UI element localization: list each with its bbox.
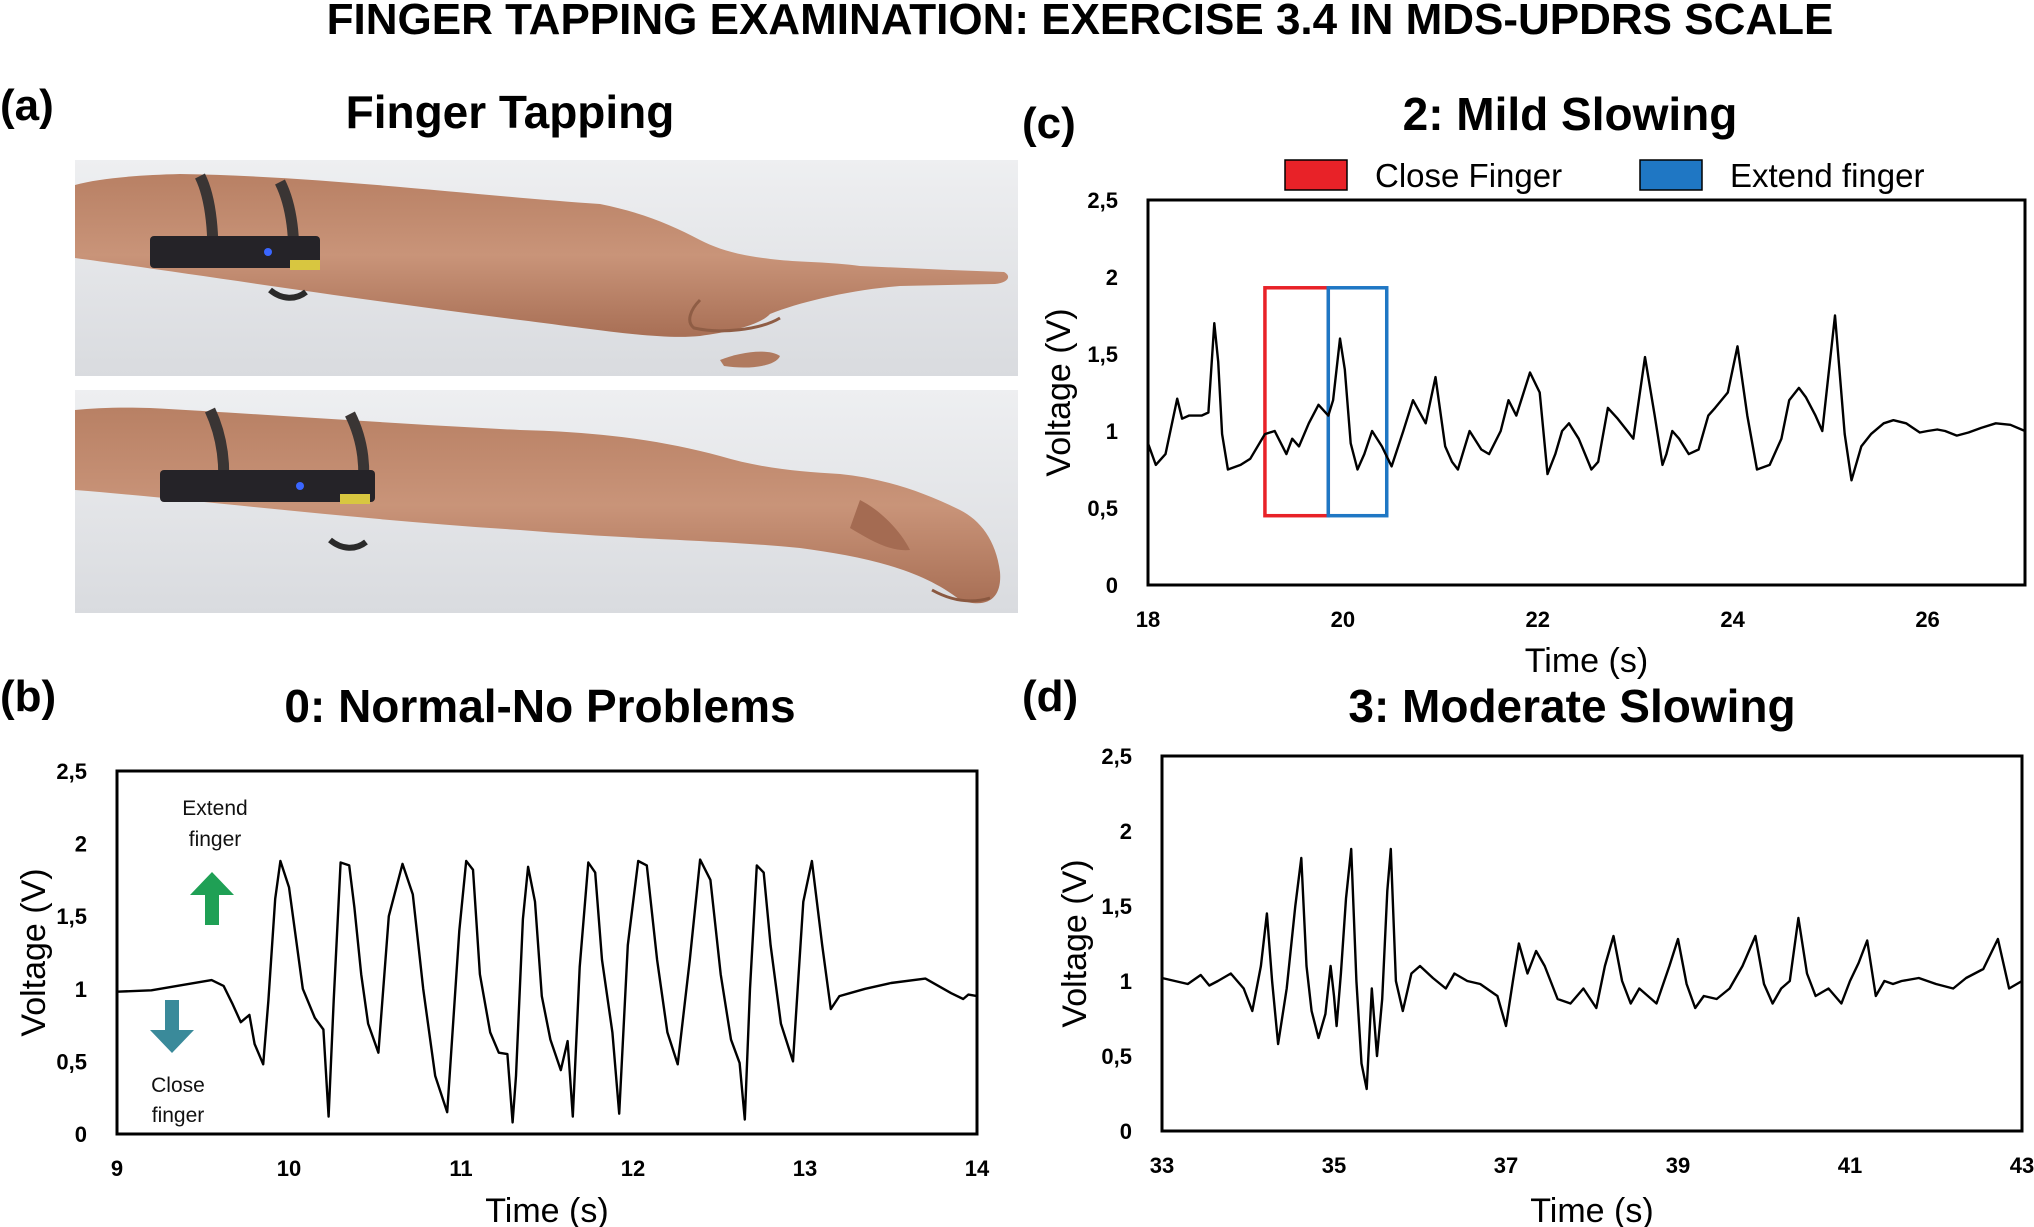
x-tick-label: 18 [1136,607,1160,632]
photo-closed-finger [75,390,1018,613]
series-line [1146,314,2027,482]
panel-c-letter: (c) [1022,99,1076,148]
chart-title: 3: Moderate Slowing [1348,680,1795,732]
photo-extended-finger [75,160,1018,376]
x-tick-label: 12 [621,1156,645,1181]
x-tick-label: 14 [965,1156,990,1181]
annotation-close-text: Close [151,1074,205,1097]
arrow-up-icon [190,872,234,925]
plot-frame [115,769,979,1136]
x-tick-label: 24 [1720,607,1745,632]
figure-title: FINGER TAPPING EXAMINATION: EXERCISE 3.4… [327,0,1834,44]
x-tick-label: 39 [1666,1153,1690,1178]
y-tick-label: 1,5 [1087,342,1118,367]
annotation-close-text: finger [152,1104,205,1127]
y-tick-label: 2 [1120,819,1132,844]
arrow-down-icon [150,1000,194,1053]
y-tick-label: 1 [1106,419,1118,444]
y-tick-label: 1 [75,977,87,1002]
legend-label: Close Finger [1375,157,1562,194]
y-tick-label: 2,5 [1087,188,1118,213]
x-axis-label: Time (s) [1525,642,1648,680]
series-line [1160,847,2024,1091]
y-tick-label: 0,5 [56,1049,87,1074]
x-tick-label: 35 [1322,1153,1346,1178]
y-tick-label: 1,5 [1101,894,1132,919]
x-tick-label: 11 [449,1156,472,1181]
y-axis-label: Voltage (V) [1040,308,1078,476]
y-tick-label: 2 [1106,265,1118,290]
y-axis-label: Voltage (V) [1056,859,1094,1027]
chart-moderate-slowing: 3: Moderate Slowing 0 0,5 1 1,5 2 2,5 33 35 37 39 4… [1056,680,2034,1227]
highlight-box-extend-finger [1326,286,1389,518]
panel-a-title: Finger Tapping [346,86,675,138]
chart-title: 2: Mild Slowing [1403,88,1738,140]
y-tick-label: 0 [75,1122,87,1147]
x-tick-label: 10 [277,1156,301,1181]
x-tick-label: 41 [1838,1153,1862,1178]
panel-d-letter: (d) [1022,672,1078,721]
y-tick-label: 2,5 [56,759,87,784]
y-tick-label: 1 [1120,969,1132,994]
x-tick-label: 20 [1331,607,1355,632]
y-tick-label: 0 [1106,573,1118,598]
x-tick-label: 43 [2010,1153,2034,1178]
y-tick-label: 0,5 [1101,1044,1132,1069]
legend-label: Extend finger [1730,157,1924,194]
chart-normal: 0: Normal-No Problems 0 0,5 1 1,5 2 2,5 9 10 11 12… [15,680,990,1227]
x-axis-label: Time (s) [1530,1192,1653,1227]
x-axis-label: Time (s) [485,1192,608,1227]
x-tick-label: 9 [111,1156,123,1181]
plot-frame [1146,198,2027,587]
panel-a-letter: (a) [0,81,54,130]
x-tick-label: 26 [1915,607,1939,632]
annotation-extend-text: Extend [182,797,247,820]
chart-title: 0: Normal-No Problems [284,680,795,732]
series-line [115,858,979,1124]
y-axis-label: Voltage (V) [15,868,53,1036]
y-tick-label: 0 [1120,1119,1132,1144]
y-tick-label: 2,5 [1101,744,1132,769]
x-tick-label: 37 [1494,1153,1518,1178]
x-tick-label: 13 [793,1156,817,1181]
chart-mild-slowing: 2: Mild Slowing 0 0,5 1 1,5 2 2,5 18 20 22 24 26 Tim… [1040,88,2027,680]
legend-swatch [1639,159,1703,191]
y-tick-label: 2 [75,832,87,857]
annotation-extend-text: finger [189,828,242,851]
x-tick-label: 22 [1526,607,1550,632]
legend-swatch [1284,159,1348,191]
y-tick-label: 0,5 [1087,496,1118,521]
y-tick-label: 1,5 [56,904,87,929]
panel-b-letter: (b) [0,672,56,721]
x-tick-label: 33 [1150,1153,1174,1178]
